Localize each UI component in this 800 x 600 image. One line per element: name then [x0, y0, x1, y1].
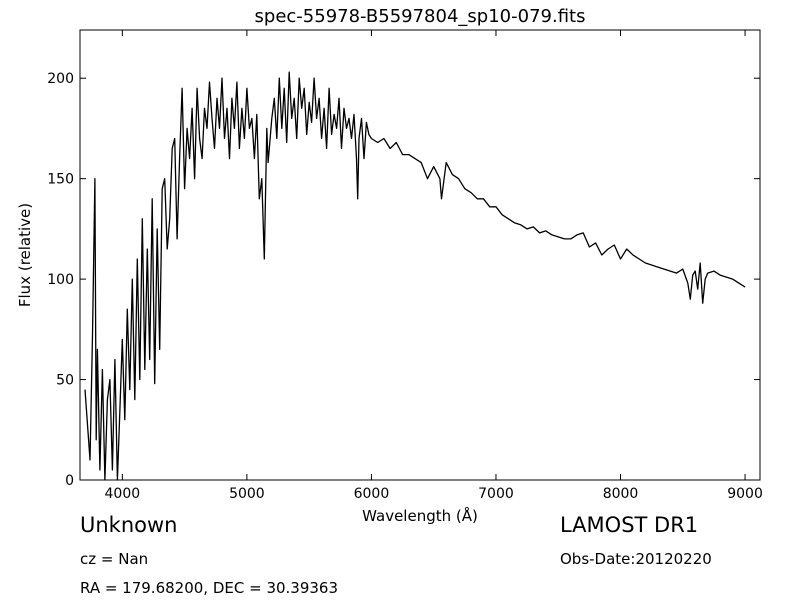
x-axis-label: Wavelength (Å): [362, 506, 478, 525]
y-tick-label: 150: [47, 172, 74, 188]
x-tick-label: 7000: [478, 486, 514, 502]
spectrum-line-0: [84, 71, 746, 481]
x-tick-label: 8000: [603, 486, 639, 502]
x-tick-label: 5000: [229, 486, 265, 502]
coordinates-text: RA = 179.68200, DEC = 30.39363: [80, 579, 339, 597]
y-axis-label: Flux (relative): [16, 203, 34, 307]
x-tick-label: 6000: [354, 486, 390, 502]
y-tick-label: 50: [56, 373, 74, 389]
object-class: Unknown: [80, 513, 178, 537]
x-tick-label: 4000: [105, 486, 141, 502]
y-tick-label: 200: [47, 71, 74, 87]
chart-title: spec-55978-B5597804_sp10-079.fits: [255, 6, 586, 27]
plot-frame: [79, 29, 761, 481]
observation-date: Obs-Date:20120220: [560, 550, 712, 568]
y-tick-label: 100: [47, 272, 74, 288]
x-tick-label: 9000: [727, 486, 763, 502]
survey-name: LAMOST DR1: [560, 513, 699, 537]
y-tick-label: 0: [65, 473, 74, 489]
redshift-text: cz = Nan: [80, 550, 149, 568]
